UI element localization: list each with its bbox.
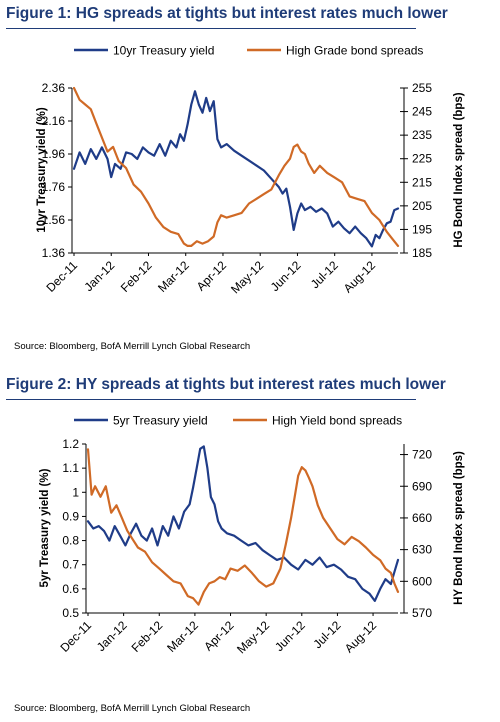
chart-1-left-tick-label: 1.56 [42, 213, 66, 227]
chart-1-x-tick-label: Jun-12 [268, 258, 304, 294]
chart-1-x-tick-label: Jan-12 [82, 258, 118, 294]
figure-1-title: Figure 1: HG spreads at tights but inter… [6, 5, 448, 22]
chart-1-right-tick-label: 245 [412, 105, 432, 119]
chart-2-x-tick-label: Apr-12 [201, 618, 237, 654]
figure-2-rule [6, 399, 416, 400]
chart-2-left-tick-label: 1.1 [62, 461, 79, 475]
chart-1-x-tick-label: Mar-12 [155, 258, 192, 295]
chart-2-left-tick-label: 0.7 [62, 558, 79, 572]
legend-2-label-spread: High Yield bond spreads [272, 414, 402, 428]
chart-1-right-tick-label: 225 [412, 152, 432, 166]
figure-2-source: Source: Bloomberg, BofA Merrill Lynch Gl… [14, 703, 251, 714]
chart-1-right-tick-label: 215 [412, 175, 432, 189]
chart-1-right-tick-label: 185 [412, 246, 432, 260]
chart-2-right-tick-label: 570 [412, 606, 432, 620]
chart-2-ylabel: 5yr Treasury yield (%) [39, 468, 51, 587]
figure-2-title: Figure 2: HY spreads at tights but inter… [6, 376, 446, 393]
chart-2-x-tick-label: Mar-12 [164, 618, 201, 655]
chart-2-lines [86, 445, 400, 606]
chart-2-x-tick-label: Jun-12 [272, 618, 308, 654]
chart-2: 5yr Treasury yield High Yield bond sprea… [39, 414, 465, 657]
chart-1-right-tick-label: 195 [412, 222, 432, 236]
chart-1-left-tick-label: 2.36 [42, 81, 66, 95]
chart-1-left-tick-label: 2.16 [42, 114, 66, 128]
chart-2-right-tick-label: 720 [412, 448, 432, 462]
chart-2-x-tick-label: Aug-12 [342, 618, 379, 655]
chart-1-y2label: HG Bond Index spread (bps) [453, 92, 465, 247]
chart-1-x-tick-label: Aug-12 [341, 258, 378, 295]
chart-2-y2label: HY Bond Index spread (bps) [453, 451, 465, 605]
chart-2-left-tick-label: 1.2 [62, 437, 79, 451]
chart-2-left-tick-label: 0.5 [62, 606, 79, 620]
legend-1: 10yr Treasury yield High Grade bond spre… [74, 44, 423, 58]
chart-1-x-tick-label: Feb-12 [118, 258, 155, 295]
chart-2-left-tick-label: 0.9 [62, 509, 79, 523]
figure-1-rule [6, 28, 416, 29]
chart-2-x-tick-label: Jul-12 [311, 618, 344, 651]
legend-2: 5yr Treasury yield High Yield bond sprea… [74, 414, 402, 428]
figure-1-source: Source: Bloomberg, BofA Merrill Lynch Gl… [14, 341, 251, 352]
chart-1-right-tick-label: 205 [412, 199, 432, 213]
chart-1-x-tick-label: Jul-12 [308, 258, 341, 291]
chart-2-x-tick-label: Jan-12 [94, 618, 130, 654]
chart-1-x-tick-label: Apr-12 [194, 258, 230, 294]
chart-2-series-bond-spread-line [86, 448, 400, 606]
chart-1-left-tick-label: 1.96 [42, 147, 66, 161]
chart-2-right-tick-label: 660 [412, 511, 432, 525]
chart-2-ticks: 0.5 0.6 0.7 0.8 0.9 1 1.1 1.2 570 600 630 660 690 720… [57, 437, 432, 656]
chart-2-x-tick-label: Feb-12 [129, 618, 166, 655]
chart-1-series-treasury-yield-line [72, 90, 400, 248]
chart-1-right-tick-label: 255 [412, 81, 432, 95]
chart-1-left-tick-label: 1.76 [42, 180, 66, 194]
chart-2-right-tick-label: 690 [412, 479, 432, 493]
chart-1-right-tick-label: 235 [412, 128, 432, 142]
legend-2-label-treasury: 5yr Treasury yield [113, 414, 208, 428]
chart-1-left-tick-label: 1.36 [42, 246, 66, 260]
chart-1-x-tick-label: Dec-11 [43, 258, 80, 295]
chart-2-left-tick-label: 0.6 [62, 582, 79, 596]
chart-2-right-tick-label: 600 [412, 574, 432, 588]
chart-2-right-tick-label: 630 [412, 543, 432, 557]
chart-1-series-bond-spread-line [72, 86, 400, 247]
legend-1-label-spread: High Grade bond spreads [286, 44, 423, 58]
chart-2-x-tick-label: Dec-11 [57, 618, 94, 655]
chart-1-lines [72, 86, 400, 248]
chart-1-ticks: 1.36 1.56 1.76 1.96 2.16 2.36 185 195 205 215 225 2… [42, 81, 433, 296]
chart-2-series-treasury-yield-line [86, 445, 400, 602]
chart-1-ylabel: 10yr Treasury yield (%) [36, 107, 48, 232]
legend-1-label-treasury: 10yr Treasury yield [113, 44, 214, 58]
chart-1-x-tick-label: May-12 [228, 258, 266, 296]
chart-2-x-tick-label: May-12 [234, 618, 272, 656]
chart-2-left-tick-label: 0.8 [62, 534, 79, 548]
chart-2-left-tick-label: 1 [72, 485, 79, 499]
chart-1: 10yr Treasury yield High Grade bond spre… [36, 44, 465, 297]
